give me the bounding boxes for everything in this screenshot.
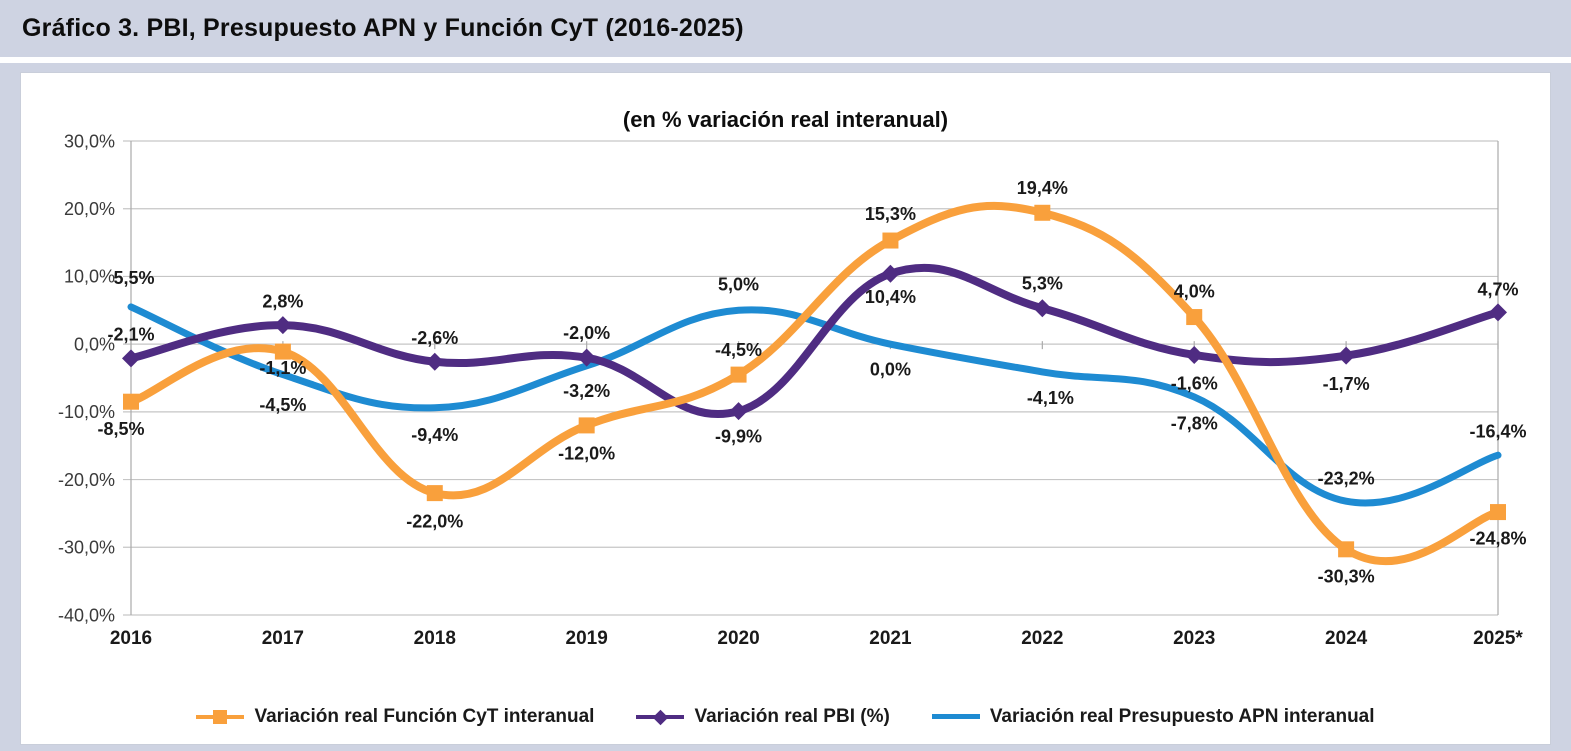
data-label: -4,1% bbox=[1027, 388, 1074, 408]
data-label: -7,8% bbox=[1171, 413, 1218, 433]
legend-square bbox=[213, 710, 228, 724]
data-label: 4,0% bbox=[1174, 281, 1215, 301]
data-label: 5,0% bbox=[718, 275, 759, 295]
data-point-marker bbox=[881, 264, 900, 283]
series-line-1 bbox=[127, 263, 1502, 419]
y-axis-label: 10,0% bbox=[64, 267, 115, 287]
figure-title: Gráfico 3. PBI, Presupuesto APN y Funció… bbox=[22, 14, 744, 42]
figure-title-bar: Gráfico 3. PBI, Presupuesto APN y Funció… bbox=[0, 0, 1571, 57]
data-label: 10,4% bbox=[865, 287, 916, 307]
data-point-marker bbox=[1186, 309, 1203, 326]
y-axis-label: -40,0% bbox=[58, 605, 115, 625]
data-label: -1,7% bbox=[1323, 374, 1370, 394]
legend-label: Variación real Función CyT interanual bbox=[254, 706, 595, 727]
data-point-marker bbox=[578, 417, 595, 434]
legend-item-pbi: Variación real PBI (%) bbox=[636, 706, 890, 728]
data-point-marker bbox=[1490, 504, 1506, 521]
data-point-marker bbox=[1338, 541, 1355, 558]
data-point-marker bbox=[730, 366, 747, 383]
data-label: 15,3% bbox=[865, 204, 916, 224]
chart-panel: 30,0% 20,0% 10,0% 0,0% -10,0% -20,0% -30,0% -40… bbox=[20, 72, 1551, 745]
y-axis-label: 20,0% bbox=[64, 199, 115, 219]
data-point-marker bbox=[273, 316, 292, 335]
x-axis-label: 2020 bbox=[717, 628, 759, 649]
legend-label: Variación real Presupuesto APN interanua… bbox=[989, 706, 1375, 727]
data-label: -9,9% bbox=[715, 426, 762, 446]
data-label: -30,3% bbox=[1318, 567, 1375, 587]
data-label: 4,7% bbox=[1477, 280, 1518, 300]
data-label: -12,0% bbox=[558, 444, 615, 464]
x-axis-label: 2024 bbox=[1325, 628, 1368, 649]
title-separator bbox=[0, 57, 1571, 63]
diamond-marker-icon bbox=[636, 708, 685, 726]
data-label: -2,0% bbox=[563, 323, 610, 343]
data-label: 0,0% bbox=[870, 359, 911, 379]
data-point-marker bbox=[1337, 346, 1356, 365]
data-point-marker bbox=[123, 393, 139, 410]
data-label: -3,2% bbox=[563, 381, 610, 401]
legend-diamond bbox=[653, 709, 669, 726]
data-point-marker bbox=[1185, 345, 1204, 364]
data-label: 2,8% bbox=[262, 291, 303, 311]
data-label: -23,2% bbox=[1318, 469, 1375, 489]
data-label: -4,5% bbox=[259, 395, 306, 415]
data-label: -8,5% bbox=[97, 419, 144, 439]
legend-item-presupuesto-apn: Variación real Presupuesto APN interanua… bbox=[931, 706, 1375, 728]
data-label: 5,3% bbox=[1022, 274, 1063, 294]
data-point-marker bbox=[729, 402, 748, 421]
data-label: -16,4% bbox=[1469, 421, 1526, 441]
x-axis-label: 2025* bbox=[1473, 628, 1523, 649]
y-axis-label: 30,0% bbox=[64, 131, 115, 151]
legend-label: Variación real PBI (%) bbox=[694, 706, 890, 727]
legend-line bbox=[931, 714, 980, 719]
data-label: 5,5% bbox=[113, 268, 154, 288]
data-point-marker bbox=[426, 485, 443, 502]
data-point-marker bbox=[1034, 204, 1051, 221]
plot-area: 30,0% 20,0% 10,0% 0,0% -10,0% -20,0% -30,0% -40… bbox=[58, 131, 1527, 649]
data-point-marker bbox=[425, 352, 444, 371]
x-axis-label: 2018 bbox=[414, 628, 456, 649]
x-axis-label: 2019 bbox=[566, 628, 608, 649]
data-label: -4,5% bbox=[715, 340, 762, 360]
y-axis-label: -10,0% bbox=[58, 402, 115, 422]
data-point-marker bbox=[122, 349, 140, 368]
data-label: -1,1% bbox=[259, 358, 306, 378]
data-point-marker bbox=[1489, 303, 1507, 322]
data-label: -1,6% bbox=[1171, 373, 1218, 393]
line-marker-icon bbox=[931, 708, 980, 726]
data-label: -9,4% bbox=[411, 425, 458, 445]
data-point-marker bbox=[1033, 299, 1052, 318]
y-axis-label: -30,0% bbox=[58, 538, 115, 558]
y-axis-label: -20,0% bbox=[58, 470, 115, 490]
y-axis-label: 0,0% bbox=[74, 334, 115, 354]
series-line-0 bbox=[127, 201, 1502, 566]
data-point-marker bbox=[274, 343, 291, 360]
chart-legend: Variación real Función CyT interanual Va… bbox=[21, 706, 1550, 728]
x-axis-label: 2022 bbox=[1021, 628, 1063, 649]
data-label: -2,1% bbox=[107, 325, 154, 345]
data-point-marker bbox=[882, 232, 899, 249]
chart-subtitle: (en % variación real interanual) bbox=[622, 107, 949, 132]
x-axis-label: 2023 bbox=[1173, 628, 1215, 649]
data-label: -2,6% bbox=[411, 328, 458, 348]
square-marker-icon bbox=[196, 708, 245, 726]
x-axis-label: 2017 bbox=[262, 628, 304, 649]
data-label: -22,0% bbox=[406, 511, 463, 531]
data-point-marker bbox=[577, 348, 596, 367]
x-axis-label: 2021 bbox=[869, 628, 912, 649]
legend-item-funcion-cyt: Variación real Función CyT interanual bbox=[196, 706, 594, 728]
data-label: 19,4% bbox=[1017, 178, 1068, 198]
data-label: -24,8% bbox=[1469, 528, 1526, 548]
x-axis-label: 2016 bbox=[110, 628, 152, 649]
